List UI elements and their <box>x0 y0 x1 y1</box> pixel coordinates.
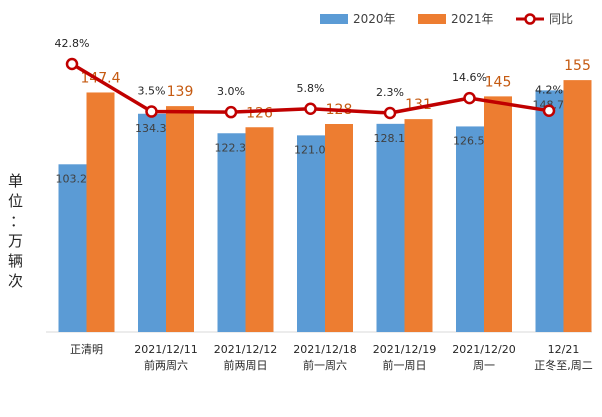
legend-swatch-marker-yoy <box>524 13 536 25</box>
bar-2020-3 <box>297 135 325 332</box>
yoy-marker-0 <box>65 57 79 71</box>
yoy-marker-4 <box>383 106 397 120</box>
value-label-2021-2: 126 <box>246 105 273 121</box>
yoy-label-1: 3.5% <box>138 85 166 98</box>
bar-2020-2 <box>217 133 246 332</box>
bar-2021-0 <box>86 92 115 332</box>
value-label-2020-4: 128.1 <box>374 132 406 145</box>
legend-label-yoy: 同比 <box>549 12 573 26</box>
yoy-line-group: 42.8% 3.5% 3.0% 5.8% 2.3% 14.6% 4.2% <box>55 37 563 120</box>
bar-2020-6 <box>535 90 564 332</box>
value-label-2020-3: 121.0 <box>294 143 326 156</box>
value-label-2020-0: 103.2 <box>56 172 88 185</box>
bar-2021-3 <box>325 124 353 332</box>
category-label-4: 2021/12/19 前一周日 <box>373 343 436 372</box>
yoy-marker-2 <box>224 105 238 119</box>
bar-2020-4 <box>376 123 405 333</box>
unit-label-text: 单位：万辆次 <box>8 172 25 290</box>
value-label-2020-5: 126.5 <box>453 134 485 147</box>
value-label-2021-5: 145 <box>485 74 512 90</box>
yoy-label-5: 14.6% <box>452 71 487 84</box>
value-label-2021-6: 155 <box>564 58 591 74</box>
bar-2021-4 <box>404 119 433 332</box>
yoy-label-6: 4.2% <box>535 84 563 97</box>
yoy-label-3: 5.8% <box>297 82 325 95</box>
category-label-1: 2021/12/11 前两周六 <box>134 343 197 372</box>
bar-2020-5 <box>456 126 484 332</box>
yoy-label-0: 42.8% <box>55 37 90 50</box>
yoy-label-4: 2.3% <box>376 86 404 99</box>
legend: 2020年 2021年 同比 <box>320 12 573 26</box>
bar-2020-0 <box>58 164 87 332</box>
category-label-2: 2021/12/12 前两周日 <box>214 343 277 372</box>
unit-label: 单位：万辆次 <box>8 172 25 290</box>
category-label-0: 正清明 <box>70 343 103 356</box>
yoy-marker-6 <box>542 104 556 117</box>
category-label-3: 2021/12/18 前一周六 <box>293 343 356 372</box>
legend-swatch-2020 <box>320 14 348 24</box>
legend-label-2021: 2021年 <box>451 12 494 26</box>
bar-2021-1 <box>166 106 194 332</box>
yoy-marker-3 <box>304 102 317 116</box>
yoy-marker-1 <box>145 105 158 118</box>
category-label-5: 2021/12/20 周一 <box>452 343 515 372</box>
legend-label-2020: 2020年 <box>353 12 396 26</box>
bar-2021-5 <box>484 96 512 332</box>
value-label-2021-1: 139 <box>167 84 194 100</box>
category-labels: 正清明 2021/12/11 前两周六 2021/12/12 前两周日 2021/12/1… <box>70 343 593 372</box>
legend-swatch-2021 <box>418 14 446 24</box>
yoy-marker-5 <box>463 91 476 105</box>
bar-2020-1 <box>138 113 166 332</box>
bar-2021-6 <box>563 80 592 332</box>
category-label-6: 12/21 正冬至,周二 <box>534 343 593 372</box>
value-label-2020-2: 122.3 <box>215 141 247 154</box>
value-label-2020-1: 134.3 <box>135 122 167 135</box>
yoy-label-2: 3.0% <box>217 85 245 98</box>
bars-group: 103.2134.3122.3121.0128.1126.5148.7147.4… <box>56 58 592 333</box>
bar-2021-2 <box>245 127 274 332</box>
